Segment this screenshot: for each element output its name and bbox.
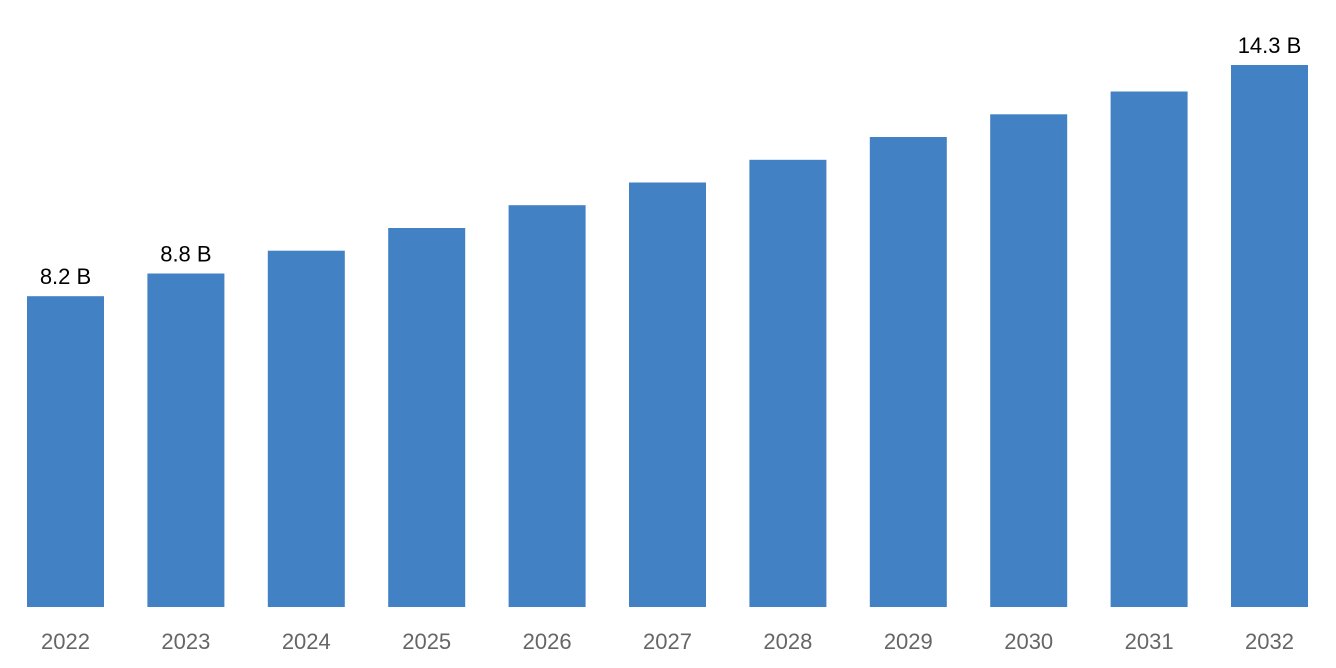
data-label-2022: 8.2 B	[40, 264, 91, 289]
x-tick-label-2032: 2032	[1245, 629, 1294, 654]
x-tick-label-2028: 2028	[763, 629, 812, 654]
bar-2026	[508, 205, 586, 607]
x-tick-label-2027: 2027	[643, 629, 692, 654]
bar-2032	[1231, 65, 1308, 607]
bar-2030	[990, 114, 1068, 608]
data-label-2032: 14.3 B	[1238, 33, 1302, 58]
data-labels-layer: 8.2 B 8.8 B 14.3 B	[40, 33, 1301, 289]
x-tick-label-2026: 2026	[523, 629, 572, 654]
x-tick-label-2022: 2022	[41, 629, 90, 654]
bar-2029	[869, 137, 947, 607]
x-tick-label-2031: 2031	[1125, 629, 1174, 654]
bar-2031	[1110, 91, 1188, 607]
data-label-2023: 8.8 B	[160, 242, 211, 267]
x-axis-tick-labels: 2022 2023 2024 2025 2026 2027 2028 2029 2030 2031…	[41, 629, 1294, 654]
bar-2025	[388, 228, 466, 607]
bar-2023	[147, 273, 225, 607]
x-tick-label-2024: 2024	[282, 629, 331, 654]
bar-2022	[27, 296, 104, 607]
bar-2028	[749, 159, 827, 608]
bar-2027	[629, 182, 706, 607]
x-tick-label-2030: 2030	[1004, 629, 1053, 654]
bar-2024	[267, 250, 345, 607]
x-tick-label-2023: 2023	[161, 629, 210, 654]
x-tick-label-2025: 2025	[402, 629, 451, 654]
bars-layer	[27, 65, 1308, 608]
x-tick-label-2029: 2029	[884, 629, 933, 654]
